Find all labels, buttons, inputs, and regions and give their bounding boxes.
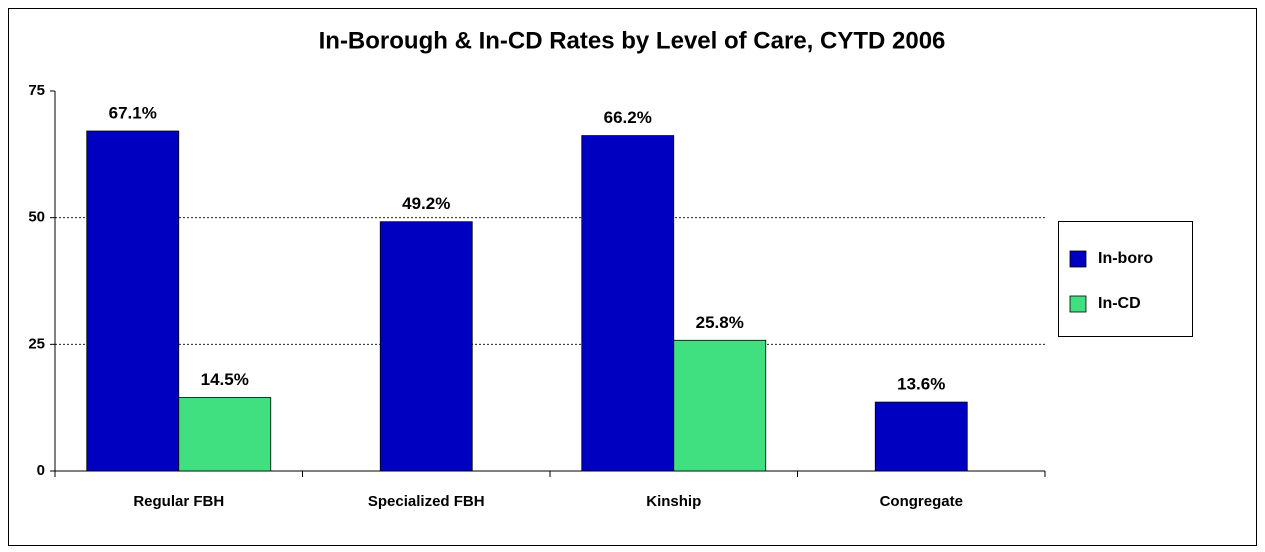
chart-title: In-Borough & In-CD Rates by Level of Car…: [319, 27, 946, 54]
legend-label: In-boro: [1098, 250, 1153, 267]
x-tick-label: Regular FBH: [133, 493, 224, 510]
x-tick-label: Congregate: [880, 493, 963, 510]
bar: [874, 401, 968, 472]
legend: [1058, 221, 1193, 337]
bar: [86, 130, 180, 472]
value-label: 14.5%: [201, 370, 249, 389]
bar: [379, 221, 473, 472]
legend-swatch: [1069, 250, 1087, 268]
y-tick-label: 0: [37, 462, 45, 479]
legend-label: In-CD: [1098, 295, 1141, 312]
y-tick-label: 50: [28, 209, 45, 226]
value-label: 13.6%: [897, 375, 945, 394]
bar: [178, 397, 272, 472]
value-label: 67.1%: [109, 104, 157, 123]
x-tick-label: Kinship: [646, 493, 701, 510]
value-label: 49.2%: [402, 194, 450, 213]
bar: [673, 339, 767, 472]
legend-swatch: [1069, 295, 1087, 313]
value-label: 66.2%: [604, 108, 652, 127]
value-label: 25.8%: [696, 313, 744, 332]
x-tick-label: Specialized FBH: [368, 493, 485, 510]
bar: [581, 135, 675, 472]
y-tick-label: 75: [28, 82, 45, 99]
y-tick-label: 25: [28, 335, 45, 352]
